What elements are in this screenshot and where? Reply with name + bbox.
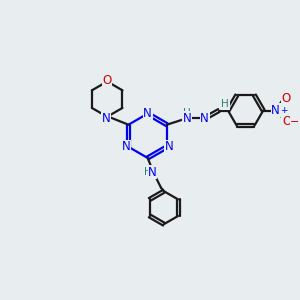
Text: O: O <box>103 74 112 87</box>
Text: N: N <box>200 112 209 125</box>
Text: H: H <box>144 167 152 177</box>
Text: N: N <box>182 112 191 125</box>
Text: N: N <box>165 140 173 153</box>
Text: H: H <box>183 108 190 118</box>
Text: +: + <box>280 106 287 115</box>
Text: N: N <box>271 104 280 117</box>
Text: N: N <box>143 106 152 120</box>
Text: H: H <box>221 99 229 109</box>
Text: N: N <box>122 140 130 153</box>
Text: −: − <box>290 117 299 127</box>
Text: N: N <box>101 112 110 125</box>
Text: N: N <box>148 166 157 179</box>
Text: O: O <box>282 115 291 128</box>
Text: O: O <box>282 92 291 105</box>
